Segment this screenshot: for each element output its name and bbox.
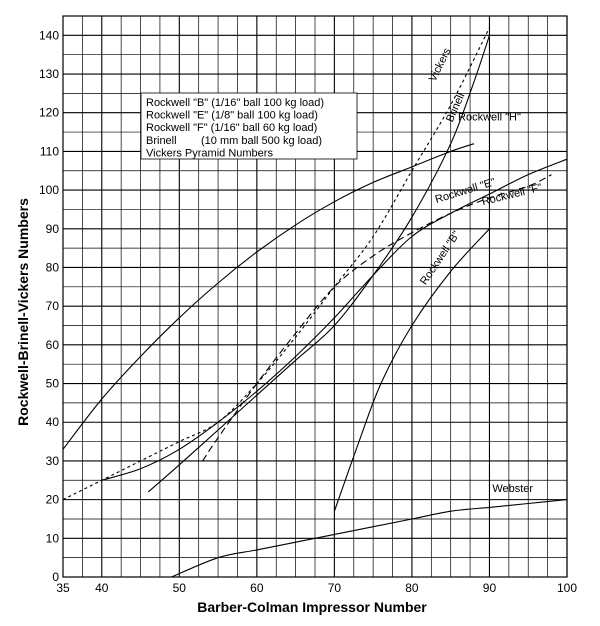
y-tick-label: 110 [40, 144, 59, 158]
y-tick-label: 130 [39, 67, 59, 81]
x-tick-label: 50 [173, 581, 187, 595]
x-tick-label: 40 [95, 581, 109, 595]
series-line-brinell [147, 35, 491, 493]
legend: Rockwell "B" (1/16" ball 100 kg load)Roc… [140, 92, 358, 160]
legend-entry: Rockwell "F" (1/16" ball 60 kg load) [146, 122, 317, 134]
x-tick-label: 90 [483, 581, 497, 595]
y-tick-label: 10 [46, 531, 60, 545]
x-tick-label: 60 [250, 581, 264, 595]
legend-entry: Vickers Pyramid Numbers [146, 147, 273, 159]
legend-entry: Brinell (10 mm ball 500 kg load) [146, 135, 322, 147]
x-tick-label: 100 [557, 581, 577, 595]
curves [62, 27, 568, 578]
legend-entry: Rockwell "B" (1/16" ball 100 kg load) [146, 97, 324, 109]
legend-entry: Rockwell "E" (1/8" ball 100 kg load) [146, 110, 318, 122]
y-tick-label: 30 [46, 454, 60, 468]
series-line-vickers [62, 27, 490, 501]
y-tick-label: 70 [46, 299, 60, 313]
y-tick-label: 140 [39, 28, 59, 42]
series-line-rockwell-b [333, 228, 490, 512]
y-tick-label: 90 [46, 222, 60, 236]
y-tick-label: 50 [46, 377, 60, 391]
series-line-rockwell-e [101, 158, 568, 481]
y-tick-label: 60 [46, 338, 60, 352]
curve-label-rockwell-h: Rockwell "H" [458, 111, 521, 123]
plot-frame [62, 15, 568, 578]
series-line-rockwell-f [202, 174, 552, 462]
tick-labels: 35 40 50 60 70 80 90 100 0 10 20 30 40 50 60 70 80 90 100 1… [39, 28, 577, 595]
y-tick-label: 20 [46, 493, 60, 507]
curve-label-webster: Webster [492, 483, 533, 495]
x-tick-label: 70 [328, 581, 342, 595]
x-tick-label: 80 [405, 581, 419, 595]
y-tick-label: 100 [39, 183, 59, 197]
x-tick-label: 35 [56, 581, 70, 595]
y-axis-label: Rockwell-Brinell-Vickers Numbers [15, 198, 31, 426]
y-tick-label: 0 [52, 570, 59, 584]
legend-box [140, 92, 358, 160]
y-tick-label: 40 [46, 415, 60, 429]
y-tick-label: 120 [39, 106, 59, 120]
y-tick-label: 80 [46, 260, 60, 274]
x-axis-label: Barber-Colman Impressor Number [197, 599, 427, 615]
series-line-webster [171, 499, 568, 578]
